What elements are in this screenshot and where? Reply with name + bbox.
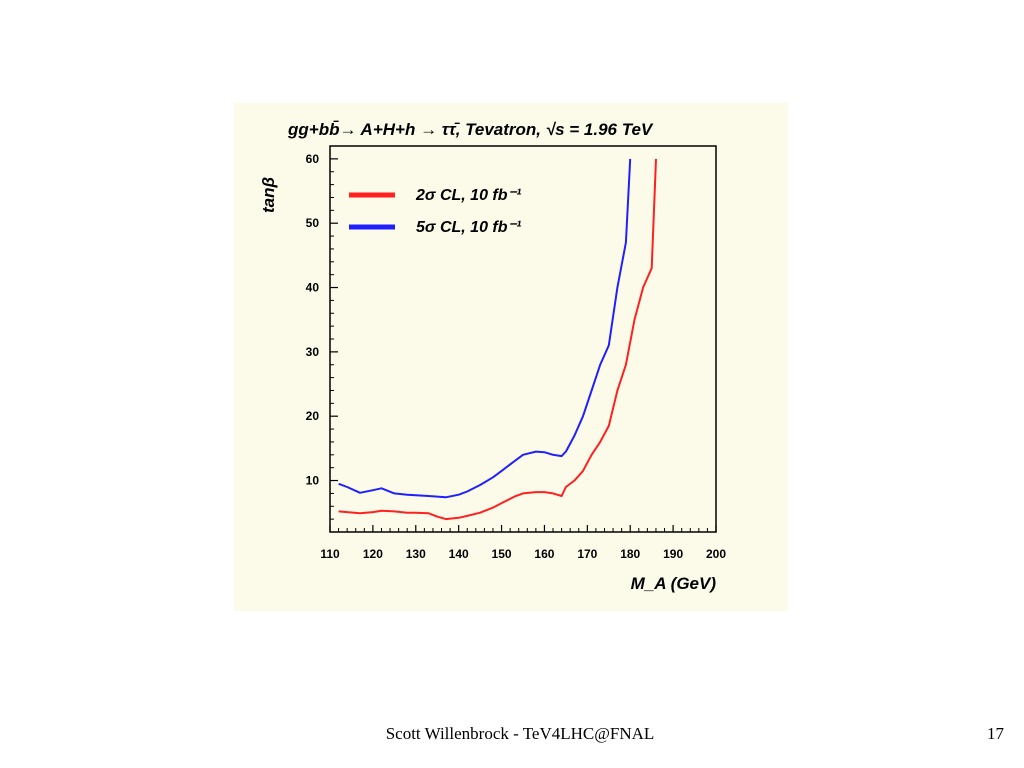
x-tick-label: 110: [320, 547, 340, 561]
x-tick-label: 200: [706, 547, 726, 561]
y-axis: 10 20 30 40 50 60: [306, 145, 338, 533]
x-tick-label: 180: [620, 547, 640, 561]
x-tick-label: 170: [577, 547, 597, 561]
x-tick-label: 130: [406, 547, 426, 561]
page-number: 17: [987, 724, 1004, 743]
y-tick-label: 60: [306, 152, 320, 166]
y-tick-label: 20: [306, 409, 320, 423]
x-tick-label: 150: [492, 547, 512, 561]
y-tick-label: 10: [306, 474, 320, 488]
x-axis-label: M_A (GeV): [631, 574, 717, 593]
plot-frame: [329, 145, 717, 533]
series-layer: [338, 158, 657, 521]
y-tick-label: 30: [306, 345, 320, 359]
series-line: [338, 158, 657, 521]
chart: gg+bb̄→ A+H+h → ττ̄, Tevatron, √s = 1.96…: [259, 120, 726, 593]
x-tick-label: 140: [449, 547, 469, 561]
x-tick-label: 190: [663, 547, 683, 561]
figure-panel: gg+bb̄→ A+H+h → ττ̄, Tevatron, √s = 1.96…: [234, 103, 788, 611]
x-axis: 110 120 130 140 150 160 170 180 190 200: [320, 525, 726, 561]
y-tick-label: 50: [306, 216, 320, 230]
x-tick-label: 160: [534, 547, 554, 561]
y-axis-label: tanβ: [259, 177, 278, 213]
legend: 2σ CL, 10 fb⁻¹ 5σ CL, 10 fb⁻¹: [349, 187, 522, 236]
series-line: [338, 158, 632, 499]
legend-label: 2σ CL, 10 fb⁻¹: [415, 187, 522, 204]
footer-credit: Scott Willenbrock - TeV4LHC@FNAL: [385, 724, 655, 743]
y-tick-label: 40: [306, 281, 320, 295]
x-tick-label: 120: [363, 547, 383, 561]
legend-label: 5σ CL, 10 fb⁻¹: [416, 219, 522, 236]
chart-title: gg+bb̄→ A+H+h → ττ̄, Tevatron, √s = 1.96…: [287, 120, 654, 139]
